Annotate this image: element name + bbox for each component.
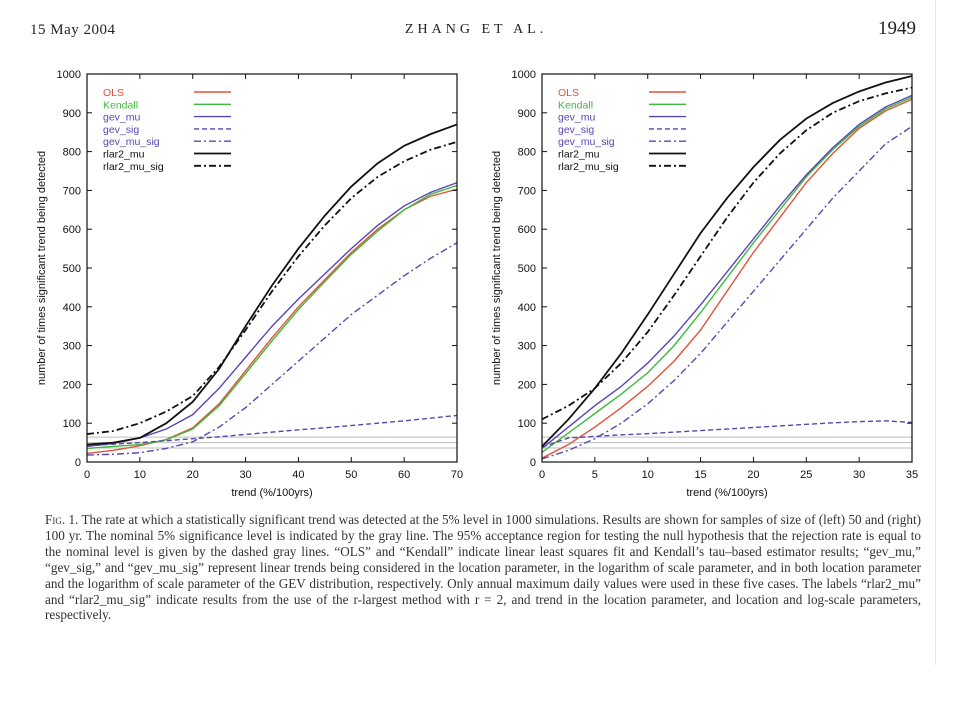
x-axis-label: trend (%/100yrs) <box>686 487 767 499</box>
y-tick-label: 200 <box>518 379 536 391</box>
left-chart: 0 100 200 300 400 500 600 700 800 900 1000 0 10 20 30 4… <box>36 69 463 499</box>
y-tick-label: 900 <box>518 108 536 120</box>
y-axis-label: number of times significant trend being … <box>491 151 503 385</box>
legend-label-Kendall: Kendall <box>558 99 593 111</box>
y-tick-label: 0 <box>75 457 81 469</box>
header-authors: ZHANG ET AL. <box>405 22 548 37</box>
y-tick-label: 900 <box>63 108 81 120</box>
y-tick-label: 100 <box>518 418 536 430</box>
x-tick-label: 10 <box>134 469 146 481</box>
y-tick-label: 400 <box>518 302 536 314</box>
y-tick-label: 1000 <box>512 69 536 81</box>
caption-text: The rate at which a statistically signif… <box>45 512 922 623</box>
x-tick-label: 30 <box>853 469 865 481</box>
y-tick-label: 1000 <box>57 69 81 81</box>
series-line-OLS <box>86 188 458 455</box>
x-tick-label: 35 <box>906 469 918 481</box>
x-tick-label: 15 <box>694 469 706 481</box>
series-line-rlar2-mu <box>541 75 913 448</box>
legend-label-OLS: OLS <box>103 87 124 99</box>
header-page-number: 1949 <box>878 18 916 39</box>
legend-label-rlar2-mu-sig: rlar2_mu_sig <box>103 161 164 173</box>
page-header: 15 May 2004 ZHANG ET AL. 1949 <box>0 0 960 50</box>
y-tick-label: 500 <box>518 263 536 275</box>
legend-label-gev-mu: gev_mu <box>103 112 141 124</box>
figure-caption: Fig. 1. The rate at which a statisticall… <box>45 512 921 623</box>
right-chart: 0 100 200 300 400 500 600 700 800 900 1000 0 5 10 15 20… <box>491 69 918 499</box>
x-tick-label: 20 <box>187 469 199 481</box>
series-line-rlar2-mu-sig <box>86 141 458 435</box>
y-tick-label: 300 <box>518 341 536 353</box>
legend-label-gev-mu: gev_mu <box>558 112 596 124</box>
x-tick-label: 30 <box>239 469 251 481</box>
page-edge-rule <box>935 0 936 665</box>
legend-label-gev-mu-sig: gev_mu_sig <box>103 136 160 148</box>
series-line-gev-mu-sig <box>86 242 458 456</box>
x-tick-label: 5 <box>592 469 598 481</box>
header-date: 15 May 2004 <box>30 22 116 38</box>
plot-frame <box>86 73 458 463</box>
legend-label-gev-sig: gev_sig <box>558 124 594 136</box>
caption-fig-label: Fig. 1. <box>45 512 79 527</box>
y-tick-label: 300 <box>63 341 81 353</box>
y-tick-label: 100 <box>63 418 81 430</box>
x-tick-label: 50 <box>345 469 357 481</box>
y-tick-label: 0 <box>530 457 536 469</box>
x-tick-label: 20 <box>747 469 759 481</box>
x-axis-label: trend (%/100yrs) <box>231 487 312 499</box>
x-tick-label: 60 <box>398 469 410 481</box>
series-line-gev-mu-sig <box>541 125 913 460</box>
y-tick-label: 200 <box>63 379 81 391</box>
x-tick-label: 10 <box>642 469 654 481</box>
x-tick-label: 70 <box>451 469 463 481</box>
legend-label-rlar2-mu: rlar2_mu <box>558 149 600 161</box>
legend-label-rlar2-mu: rlar2_mu <box>103 149 145 161</box>
y-axis-label: number of times significant trend being … <box>36 151 48 385</box>
series-line-gev-mu <box>541 94 913 449</box>
y-tick-label: 600 <box>518 224 536 236</box>
y-tick-label: 800 <box>518 147 536 159</box>
legend-label-gev-sig: gev_sig <box>103 124 139 136</box>
series-line-Kendall <box>86 184 458 450</box>
legend-label-rlar2-mu-sig: rlar2_mu_sig <box>558 161 619 173</box>
series-line-rlar2-mu <box>86 123 458 446</box>
series-line-Kendall <box>541 96 913 453</box>
x-tick-label: 40 <box>292 469 304 481</box>
x-tick-label: 0 <box>84 469 90 481</box>
legend-label-OLS: OLS <box>558 87 579 99</box>
y-tick-label: 500 <box>63 263 81 275</box>
legend-label-gev-mu-sig: gev_mu_sig <box>558 136 615 148</box>
series-line-OLS <box>541 98 913 459</box>
series-line-gev-mu <box>86 181 458 448</box>
y-tick-label: 400 <box>63 302 81 314</box>
y-tick-label: 600 <box>63 224 81 236</box>
y-tick-label: 700 <box>63 185 81 197</box>
y-tick-label: 800 <box>63 147 81 159</box>
x-tick-label: 0 <box>539 469 545 481</box>
series-line-gev-sig <box>86 414 458 447</box>
x-tick-label: 25 <box>800 469 812 481</box>
y-tick-label: 700 <box>518 185 536 197</box>
legend-label-Kendall: Kendall <box>103 99 138 111</box>
series-line-gev-sig <box>541 420 913 448</box>
